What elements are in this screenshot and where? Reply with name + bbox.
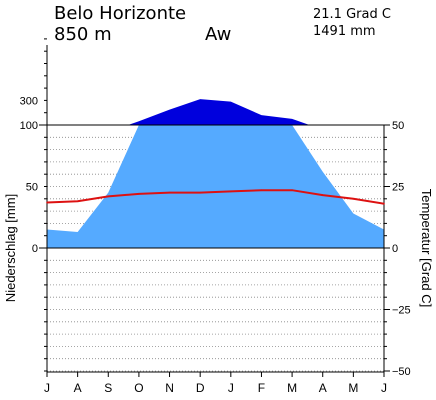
month-label: J (44, 381, 50, 395)
temperature-point (107, 195, 110, 198)
temperature-point (260, 189, 263, 191)
annual-precipitation-label: 1491 mm (313, 24, 376, 39)
temperature-line (46, 189, 385, 205)
right-tick-label: 0 (392, 243, 398, 255)
left-tick-label: 100 (20, 120, 38, 132)
temperature-point (291, 189, 293, 191)
right-tick-label: 25 (392, 182, 404, 194)
left-tick-label: 0 (32, 243, 38, 255)
temperature-series (46, 189, 385, 205)
axis-labels: 0 50 100 300 −50 −25 0 25 50 J A S O N D J F M A M J (20, 95, 411, 395)
right-tick-label: −50 (392, 366, 411, 378)
month-label: D (196, 381, 205, 395)
month-label: O (134, 381, 143, 395)
precipitation-area (47, 125, 384, 248)
temperature-point (168, 191, 171, 194)
left-tick-label: 300 (20, 95, 38, 107)
temperature-point (46, 201, 48, 204)
precipitation-excess-area (128, 99, 310, 125)
month-label: J (381, 381, 387, 395)
month-label: N (165, 381, 174, 395)
precipitation-areas (47, 99, 384, 248)
month-label: J (228, 381, 234, 395)
climate-class-label: Aw (205, 24, 231, 45)
temperature-point (383, 202, 385, 205)
month-label: A (74, 381, 82, 395)
y-axis-label-left: Niederschlag [mm] (3, 194, 18, 302)
month-label: S (104, 381, 112, 395)
right-tick-label: 50 (392, 120, 404, 132)
temperature-point (199, 191, 201, 194)
month-label: F (258, 381, 265, 395)
axes (39, 38, 390, 377)
month-label: A (319, 381, 327, 395)
month-label: M (287, 381, 297, 395)
temperature-point (76, 200, 79, 203)
temperature-point (138, 193, 140, 195)
temperature-point (321, 194, 324, 196)
mean-temperature-label: 21.1 Grad C (313, 7, 391, 22)
altitude-label: 850 m (54, 24, 112, 45)
y-axis-label-right: Temperatur [Grad C] (419, 189, 434, 308)
temperature-point (230, 190, 232, 193)
month-label: M (348, 381, 358, 395)
left-tick-label: 50 (26, 182, 38, 194)
temperature-point (352, 198, 355, 200)
right-tick-label: −25 (392, 305, 411, 317)
station-name: Belo Horizonte (54, 3, 186, 24)
